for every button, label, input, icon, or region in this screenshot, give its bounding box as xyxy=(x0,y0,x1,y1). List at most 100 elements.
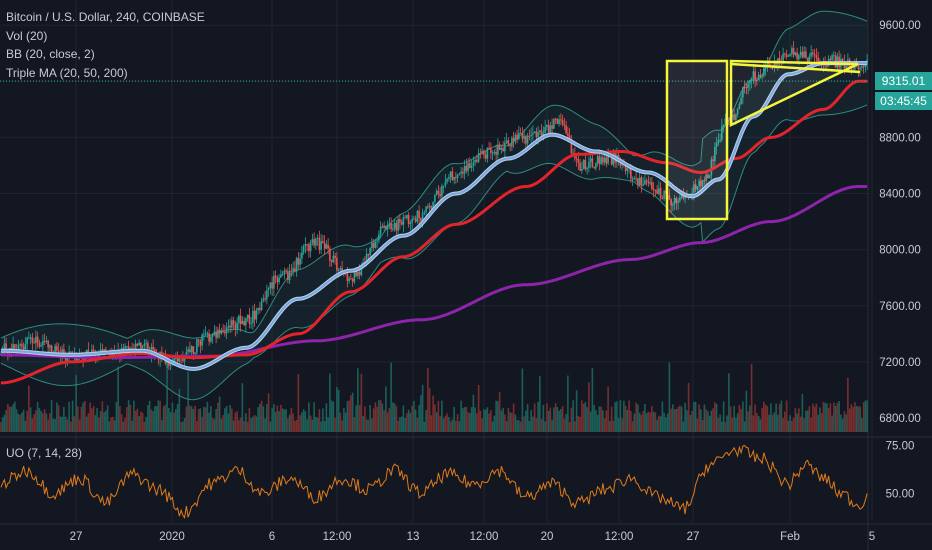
volume-bar xyxy=(659,416,662,432)
candle-body xyxy=(535,131,538,138)
volume-bar xyxy=(348,400,350,432)
candle-body xyxy=(3,343,6,353)
candle-body xyxy=(607,155,609,164)
candle-body xyxy=(323,242,326,249)
volume-bar xyxy=(141,412,144,432)
volume-bar xyxy=(766,406,769,432)
candle-body xyxy=(826,65,828,67)
volume-bar xyxy=(325,403,328,432)
candle-body xyxy=(731,114,734,118)
volume-bar xyxy=(262,406,265,432)
volume-bar xyxy=(227,413,230,432)
candle-body xyxy=(290,270,293,272)
bollinger-bands-label[interactable]: BB (20, close, 2) xyxy=(6,47,95,61)
candle-body xyxy=(547,124,550,133)
volume-bar xyxy=(654,412,657,432)
volume-bar xyxy=(812,403,814,432)
volume-bar xyxy=(691,410,693,432)
candle-body xyxy=(812,52,814,55)
time-tick-label: 12:00 xyxy=(470,531,499,543)
candle-body xyxy=(197,339,200,342)
chart-legend: Bitcoin / U.S. Dollar, 240, COINBASE Vol… xyxy=(6,8,205,82)
volume-bar xyxy=(549,407,552,432)
candle-body xyxy=(330,260,333,263)
volume-bar xyxy=(269,421,272,432)
volume-bar xyxy=(12,404,14,432)
volume-bar xyxy=(833,402,835,432)
candle-body xyxy=(602,157,604,163)
candle-body xyxy=(351,278,354,282)
volume-bar xyxy=(652,411,655,432)
candle-body xyxy=(640,177,643,186)
volume-bar xyxy=(266,404,268,432)
triple-ma-label[interactable]: Triple MA (20, 50, 200) xyxy=(6,65,128,80)
candle-body xyxy=(850,68,853,70)
annotation-triangle-line xyxy=(730,62,861,74)
volume-bar xyxy=(192,409,195,432)
candle-body xyxy=(215,331,217,338)
volume-bar xyxy=(385,386,387,432)
volume-bar xyxy=(442,418,445,432)
candle-body xyxy=(745,87,748,89)
candle-body xyxy=(225,327,228,334)
volume-bar xyxy=(764,404,767,432)
candle-body xyxy=(442,185,445,187)
volume-bar xyxy=(68,401,70,432)
candle-body xyxy=(231,320,233,328)
candle-body xyxy=(637,178,639,185)
volume-bar xyxy=(712,408,714,432)
oscillator-legend[interactable]: UO (7, 14, 28) xyxy=(6,446,83,460)
candle-body xyxy=(341,268,343,272)
candle-body xyxy=(43,340,46,342)
candle-body xyxy=(474,159,476,163)
volume-bar xyxy=(299,415,301,432)
symbol-title[interactable]: Bitcoin / U.S. Dollar, 240, COINBASE xyxy=(6,10,205,24)
volume-bar xyxy=(281,408,284,432)
volume-bar xyxy=(84,401,86,432)
candle-body xyxy=(266,290,268,300)
volume-bar xyxy=(512,403,515,432)
volume-bar xyxy=(561,405,564,432)
candle-body xyxy=(190,346,193,352)
volume-bar xyxy=(540,419,543,432)
candle-body xyxy=(841,58,844,62)
volume-bar xyxy=(255,416,258,432)
volume-bar xyxy=(638,412,641,432)
volume-indicator-label[interactable]: Vol (20) xyxy=(6,28,48,43)
candle-body xyxy=(701,180,704,187)
volume-bar xyxy=(831,415,833,432)
volume-bar xyxy=(848,408,851,432)
volume-bar xyxy=(143,421,146,432)
volume-bar xyxy=(819,407,821,432)
volume-bar xyxy=(0,421,2,432)
candle-body xyxy=(154,349,156,354)
volume-bar xyxy=(416,417,419,432)
volume-bar xyxy=(5,410,7,432)
volume-bar xyxy=(862,402,865,432)
volume-bar xyxy=(285,409,287,432)
candle-body xyxy=(563,124,566,126)
volume-bar xyxy=(649,412,651,432)
volume-bar xyxy=(14,401,16,432)
volume-bar xyxy=(444,415,447,432)
candle-body xyxy=(253,310,256,320)
price-tick-label: 7200.00 xyxy=(879,357,921,369)
candle-body xyxy=(45,340,48,342)
volume-bar xyxy=(126,407,128,432)
candle-body xyxy=(213,331,216,335)
volume-bar xyxy=(680,406,683,432)
volume-bar xyxy=(857,406,860,432)
candle-body xyxy=(553,118,555,129)
candle-body xyxy=(353,270,356,282)
candle-body xyxy=(385,225,387,230)
volume-bar xyxy=(182,421,184,432)
candle-body xyxy=(696,186,699,190)
volume-bar xyxy=(689,414,692,432)
volume-bar xyxy=(400,416,403,432)
volume-bar xyxy=(801,394,804,432)
candle-body xyxy=(810,52,812,57)
volume-bar xyxy=(472,394,475,432)
candle-body xyxy=(287,271,289,280)
volume-bar xyxy=(521,368,524,432)
